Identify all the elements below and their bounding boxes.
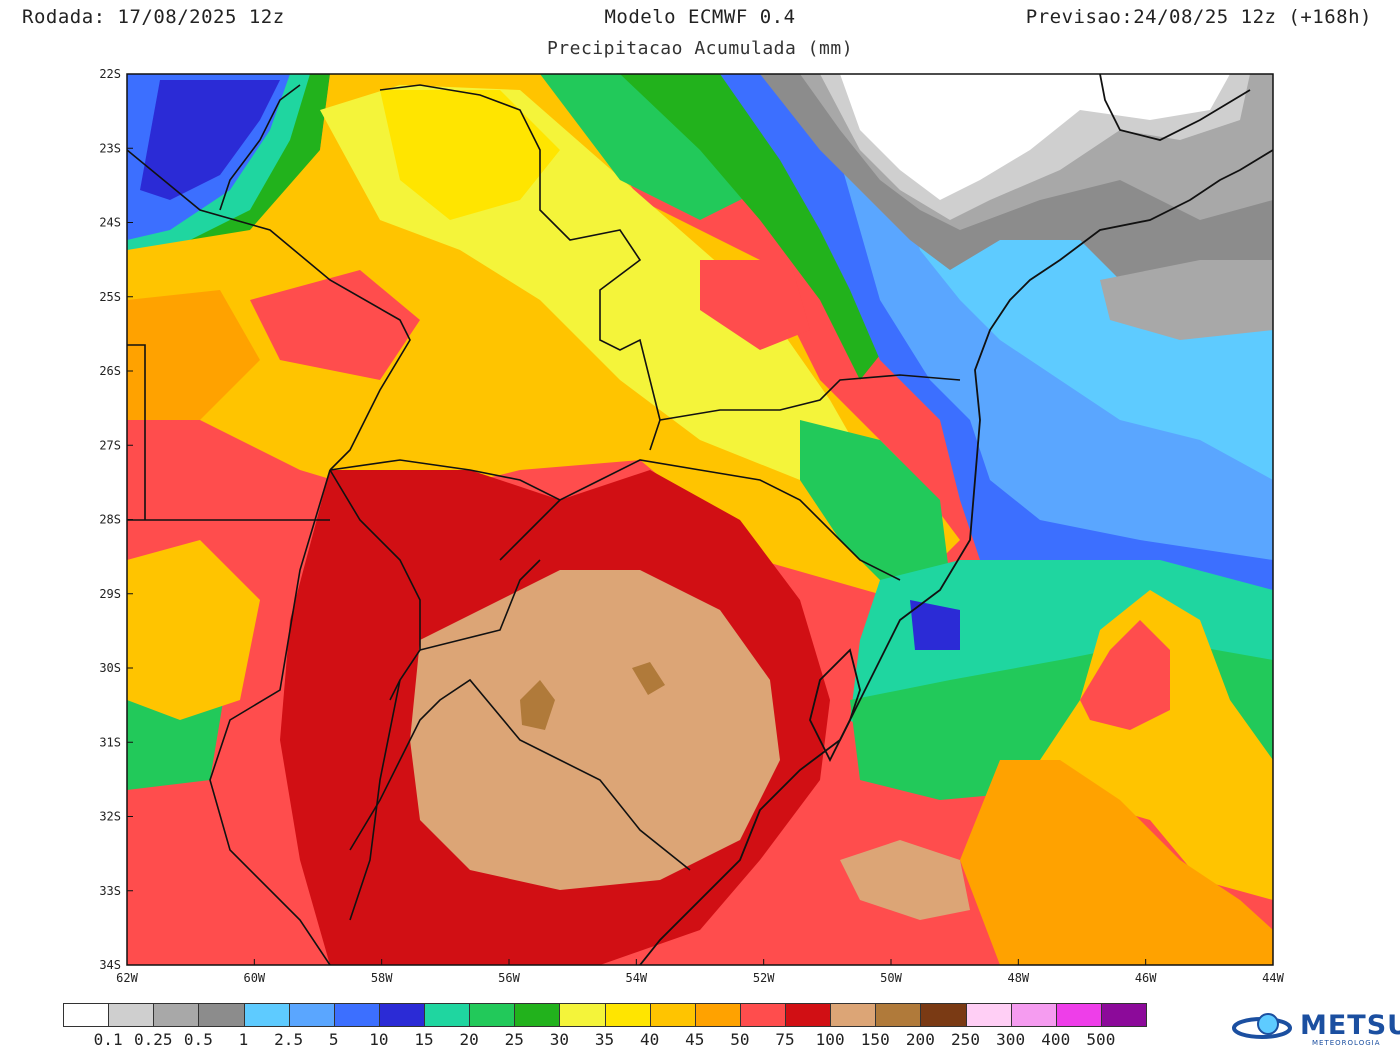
model-title: Modelo ECMWF 0.4	[604, 6, 796, 28]
legend-label: 0.5	[183, 1030, 213, 1049]
longitude-label: 48W	[1007, 971, 1029, 985]
map-subtitle: Precipitacao Acumulada (mm)	[546, 38, 854, 59]
latitude-labels: 22S 23S 24S 25S 26S 27S 28S 29S 30S 31S 32S 33S 34S	[99, 67, 133, 972]
legend-label: 500	[1086, 1030, 1116, 1049]
latitude-label: 33S	[99, 884, 121, 898]
legend-label: 100	[815, 1030, 845, 1049]
logo-subtitle: METEOROLOGIA	[1312, 1039, 1381, 1047]
legend-label: 75	[775, 1030, 795, 1049]
latitude-label: 30S	[99, 661, 121, 675]
legend-label: 45	[685, 1030, 705, 1049]
latitude-label: 23S	[99, 141, 121, 155]
latitude-label: 29S	[99, 587, 121, 601]
latitude-label: 25S	[99, 290, 121, 304]
longitude-label: 56W	[498, 971, 520, 985]
legend-swatch	[424, 1003, 471, 1027]
legend-label: 20	[459, 1030, 479, 1049]
legend-label: 40	[639, 1030, 660, 1049]
legend-label: 400	[1041, 1030, 1071, 1049]
legend-swatch	[649, 1003, 696, 1027]
metsul-logo-icon	[1232, 1013, 1292, 1039]
legend-swatch	[1055, 1003, 1102, 1027]
latitude-label: 26S	[99, 364, 121, 378]
political-borders	[127, 84, 961, 965]
legend-swatch	[108, 1003, 155, 1027]
legend-swatch	[63, 1003, 110, 1027]
legend-swatch	[694, 1003, 741, 1027]
legend-swatch	[198, 1003, 245, 1027]
legend-label: 1	[238, 1030, 249, 1049]
run-time-label: Rodada: 17/08/2025 12z	[22, 6, 285, 28]
longitude-label: 44W	[1262, 971, 1284, 985]
longitude-label: 46W	[1135, 971, 1157, 985]
legend-swatch	[378, 1003, 425, 1027]
legend-swatch	[830, 1003, 877, 1027]
legend-swatch	[243, 1003, 290, 1027]
longitude-label: 54W	[625, 971, 647, 985]
legend-label: 150	[860, 1030, 890, 1049]
latitude-label: 27S	[99, 438, 121, 452]
legend-label: 30	[549, 1030, 570, 1049]
legend-label: 200	[905, 1030, 935, 1049]
legend-label: 2.5	[274, 1030, 304, 1049]
legend-swatch	[288, 1003, 335, 1027]
legend-swatch	[514, 1003, 561, 1027]
legend-swatch	[1100, 1003, 1147, 1027]
legend-swatch	[469, 1003, 516, 1027]
legend-swatch	[604, 1003, 651, 1027]
longitude-label: 52W	[753, 971, 775, 985]
legend-label: 50	[730, 1030, 750, 1049]
latitude-label: 32S	[99, 810, 121, 824]
legend-swatch	[333, 1003, 380, 1027]
legend-swatch	[965, 1003, 1012, 1027]
legend-swatch	[559, 1003, 606, 1027]
latitude-label: 28S	[99, 513, 121, 527]
latitude-label: 31S	[99, 735, 121, 749]
latitude-label: 22S	[99, 67, 121, 81]
legend-swatch	[153, 1003, 200, 1027]
legend-swatch	[1010, 1003, 1057, 1027]
precipitation-map: 22S23S24S25S26S27S28S29S30S31S32S33S34S …	[99, 67, 1285, 985]
longitude-label: 50W	[880, 971, 902, 985]
legend-swatch	[875, 1003, 922, 1027]
legend-label: 10	[369, 1030, 389, 1049]
legend-label: 300	[996, 1030, 1026, 1049]
longitude-label: 62W	[116, 971, 138, 985]
latitude-label: 34S	[99, 958, 121, 972]
color-legend	[63, 1003, 1147, 1027]
longitude-label: 60W	[243, 971, 265, 985]
legend-swatch	[739, 1003, 786, 1027]
logo-name: METSUL	[1300, 1010, 1400, 1041]
legend-label: 0.25	[133, 1030, 173, 1049]
legend-label: 5	[328, 1030, 339, 1049]
legend-swatch	[920, 1003, 967, 1027]
precip-field	[127, 74, 1273, 965]
legend-label: 250	[951, 1030, 980, 1049]
legend-label: 0.1	[93, 1030, 123, 1049]
longitude-label: 58W	[371, 971, 393, 985]
forecast-valid-label: Previsao:24/08/25 12z (+168h)	[1025, 6, 1372, 28]
legend-label: 15	[414, 1030, 434, 1049]
legend-swatch	[785, 1003, 832, 1027]
legend-label: 25	[504, 1030, 524, 1049]
legend-label: 35	[594, 1030, 615, 1049]
latitude-label: 24S	[99, 216, 121, 230]
coastline	[639, 74, 1273, 965]
longitude-labels: 62W 60W 58W 56W 54W 52W 50W 48W 46W 44W	[116, 959, 1285, 985]
